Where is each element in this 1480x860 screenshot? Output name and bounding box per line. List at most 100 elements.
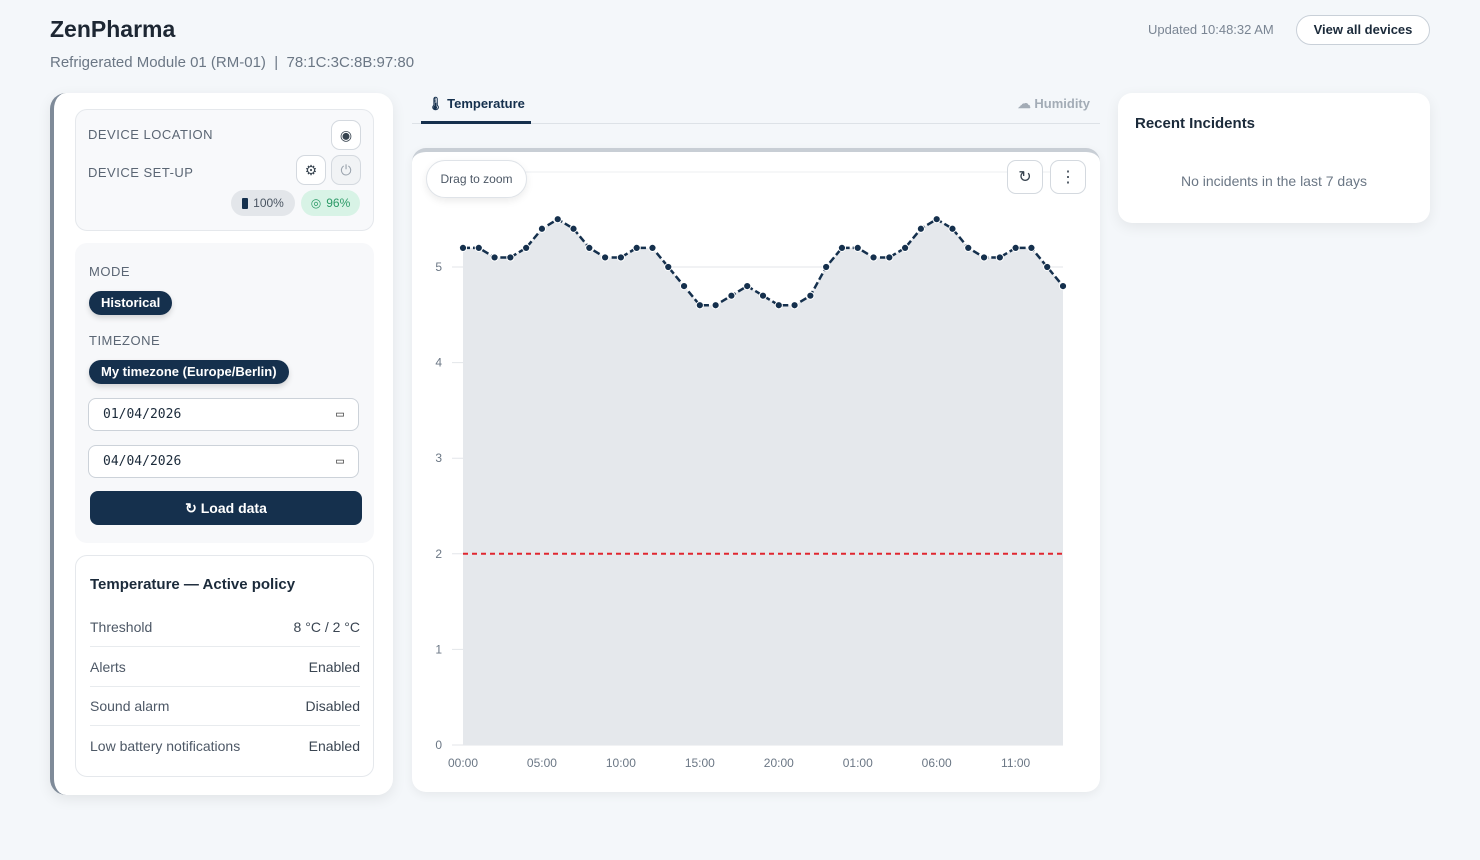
start-date-input[interactable]: 01/04/2026 ▭ <box>88 398 359 431</box>
data-point <box>853 243 862 252</box>
more-options-icon[interactable]: ⋮ <box>1050 160 1086 194</box>
load-data-label: Load data <box>200 500 267 516</box>
signal-level: 96% <box>326 196 351 210</box>
x-tick-label: 05:00 <box>527 756 557 770</box>
device-setup-label: DEVICE SET-UP <box>88 165 194 180</box>
updated-timestamp: Updated 10:48:32 AM <box>1148 22 1274 37</box>
tab-humidity[interactable]: ☁ Humidity <box>1018 96 1090 112</box>
mode-label: MODE <box>89 264 130 279</box>
data-point <box>979 253 989 262</box>
x-tick-label: 00:00 <box>448 756 478 770</box>
x-tick-label: 10:00 <box>606 756 636 770</box>
recent-incidents-card: Recent Incidents No incidents in the las… <box>1118 93 1430 223</box>
data-point <box>537 224 547 233</box>
data-point <box>616 253 625 262</box>
data-point <box>932 215 941 224</box>
data-point <box>1043 262 1052 272</box>
y-tick-label: 4 <box>435 356 442 370</box>
data-point <box>916 224 925 233</box>
data-point <box>743 282 752 291</box>
y-tick-label: 3 <box>435 451 442 465</box>
data-point <box>1027 243 1036 252</box>
app-title: ZenPharma <box>50 16 176 42</box>
end-date-input[interactable]: 04/04/2026 ▭ <box>88 445 359 478</box>
temperature-chart-card: 0 1 2 3 4 5 00:00 05:00 10:00 15:00 20:00 01:00 06:0… <box>412 148 1100 792</box>
y-tick-label: 0 <box>435 738 442 752</box>
drag-to-zoom-hint: Drag to zoom <box>426 160 527 198</box>
data-point <box>885 253 894 262</box>
power-icon[interactable]: ⏻ <box>331 155 361 185</box>
eye-icon[interactable]: ◉ <box>331 120 361 150</box>
data-point <box>727 291 736 300</box>
device-info-card: DEVICE LOCATION ◉ DEVICE SET-UP ⚙ ⏻ 100%… <box>75 109 374 231</box>
area-fill <box>463 219 1063 745</box>
battery-icon <box>242 197 249 209</box>
data-point <box>490 253 499 262</box>
tab-label: Temperature <box>447 96 525 111</box>
row-label: Low battery notifications <box>90 737 241 754</box>
end-date-value: 04/04/2026 <box>103 454 182 469</box>
y-tick-label: 2 <box>435 547 442 561</box>
incidents-empty-message: No incidents in the last 7 days <box>1181 173 1367 189</box>
view-all-devices-button[interactable]: View all devices <box>1296 15 1430 45</box>
incidents-title: Recent Incidents <box>1135 115 1256 132</box>
x-tick-label: 11:00 <box>1001 756 1030 770</box>
data-point <box>458 243 468 252</box>
query-controls: MODE Historical TIMEZONE My timezone (Eu… <box>75 243 374 543</box>
row-value: Enabled <box>308 737 360 754</box>
signal-badge: ◎ 96% <box>301 190 360 216</box>
signal-icon: ◎ <box>310 196 322 210</box>
data-point <box>553 215 562 224</box>
data-point <box>774 301 783 310</box>
data-point <box>632 243 641 252</box>
data-point <box>474 243 483 252</box>
tab-temperature[interactable]: 🌡︎ Temperature <box>421 96 531 124</box>
timezone-chip[interactable]: My timezone (Europe/Berlin) <box>89 360 289 384</box>
row-label: Alerts <box>90 659 126 675</box>
row-value: 8 °C / 2 °C <box>293 619 360 635</box>
refresh-icon[interactable]: ↻ <box>1007 160 1043 194</box>
data-point <box>711 301 720 310</box>
policy-row-threshold: Threshold 8 °C / 2 °C <box>90 608 360 647</box>
data-point <box>901 243 910 252</box>
device-subtitle: Refrigerated Module 01 (RM-01) | 78:1C:3… <box>50 54 415 71</box>
temperature-chart[interactable]: 0 1 2 3 4 5 00:00 05:00 10:00 15:00 20:00 01:00 06:0… <box>412 152 1100 792</box>
data-point <box>679 282 689 291</box>
data-point <box>1011 243 1020 252</box>
active-policy-card: Temperature — Active policy Threshold 8 °… <box>75 555 374 777</box>
data-point <box>948 224 957 233</box>
policy-title: Temperature — Active policy <box>90 576 296 593</box>
data-point <box>1058 282 1068 291</box>
start-date-value: 01/04/2026 <box>103 407 182 422</box>
policy-row-sound-alarm: Sound alarm Disabled <box>90 687 360 726</box>
data-point <box>569 224 578 233</box>
row-value: Disabled <box>305 698 360 714</box>
calendar-icon[interactable]: ▭ <box>336 407 344 422</box>
x-tick-label: 06:00 <box>922 756 952 770</box>
x-tick-label: 15:00 <box>685 756 715 770</box>
load-data-button[interactable]: ↻ Load data <box>90 491 362 525</box>
data-point <box>806 291 815 300</box>
data-point <box>585 243 594 252</box>
data-point <box>964 243 973 252</box>
tab-label: Humidity <box>1034 96 1090 111</box>
y-tick-label: 1 <box>435 642 442 656</box>
policy-row-low-battery: Low battery notifications Enabled <box>90 726 360 765</box>
data-point <box>790 301 799 310</box>
data-point <box>758 291 768 300</box>
data-point <box>995 253 1004 262</box>
mode-chip[interactable]: Historical <box>89 291 173 315</box>
timezone-label: TIMEZONE <box>89 333 161 348</box>
battery-badge: 100% <box>231 190 295 216</box>
device-location-label: DEVICE LOCATION <box>88 127 214 142</box>
data-point <box>664 262 673 272</box>
x-tick-label: 20:00 <box>764 756 794 770</box>
calendar-icon[interactable]: ▭ <box>336 454 344 469</box>
battery-level: 100% <box>253 196 284 210</box>
data-point <box>822 262 831 272</box>
x-tick-label: 01:00 <box>843 756 873 770</box>
gear-icon[interactable]: ⚙ <box>296 155 326 185</box>
temperature-line <box>463 217 1064 307</box>
metric-tabs: 🌡︎ Temperature ☁ Humidity <box>412 88 1100 124</box>
policy-row-alerts: Alerts Enabled <box>90 648 360 687</box>
